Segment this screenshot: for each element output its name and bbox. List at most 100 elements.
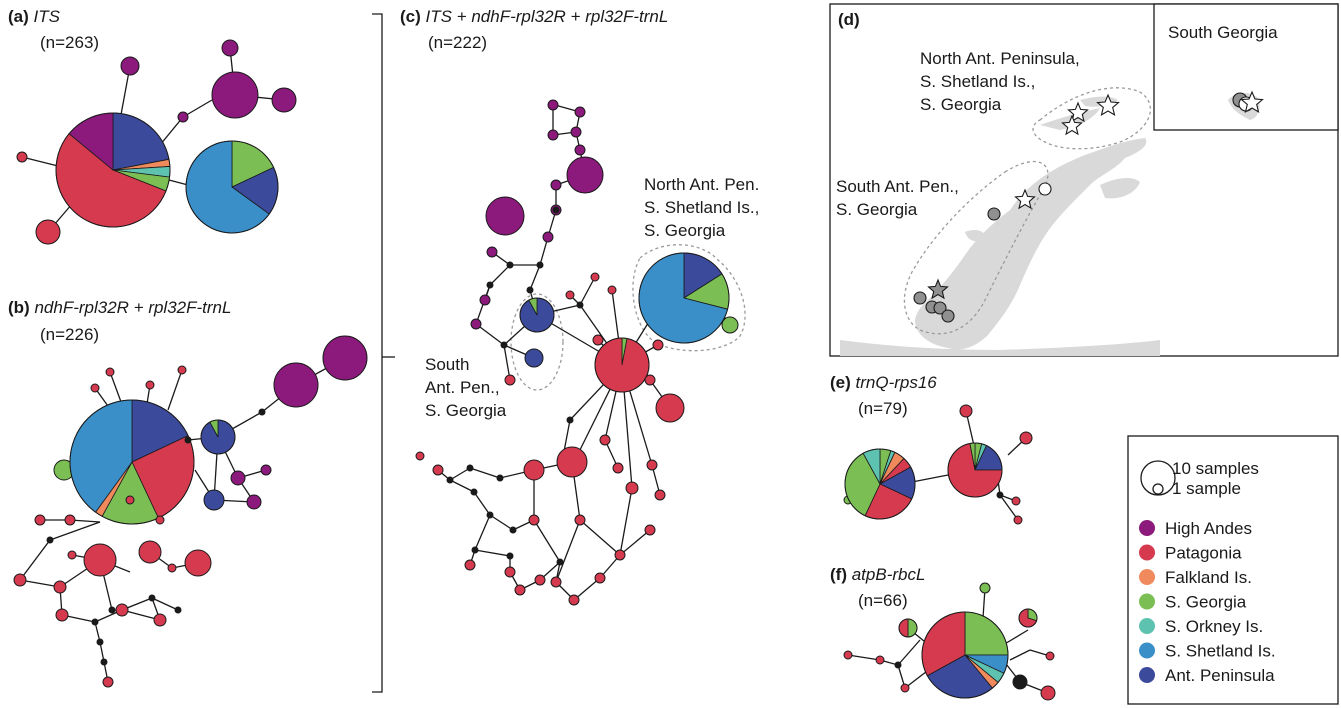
node-c-high-andes-big-2	[485, 196, 525, 236]
panel-c-south-line3: S. Georgia	[425, 401, 507, 420]
legend-swatch-high-andes	[1139, 520, 1155, 536]
haplotype-node	[574, 514, 586, 526]
node-e-main-1	[844, 448, 916, 520]
node-a-high-andes-5	[177, 111, 189, 123]
node-b-peninsula-2	[203, 489, 225, 511]
inset-title: South Georgia	[1168, 23, 1278, 42]
haplotype-node	[90, 383, 100, 393]
node-a-shetland-main	[185, 140, 279, 234]
haplotype-node	[574, 144, 586, 156]
haplotype-node	[566, 416, 574, 424]
map-north-line3: S. Georgia	[920, 95, 1002, 114]
panel-c-north-line3: S. Georgia	[644, 221, 726, 240]
size-key-large-circle	[1140, 460, 1176, 496]
haplotype-node	[479, 294, 491, 306]
haplotype-node	[1011, 496, 1021, 506]
haplotype-node	[486, 281, 494, 289]
haplotype-node	[599, 434, 611, 446]
haplotype-node	[565, 290, 575, 300]
haplotype-node	[184, 436, 192, 444]
panel-c-letter: (c)	[400, 7, 421, 26]
legend-swatch-patagonia	[1139, 544, 1155, 561]
haplotype-node	[138, 540, 162, 564]
map-star-site	[1067, 101, 1089, 123]
haplotype-node	[177, 365, 187, 375]
panel-c-marker: ITS + ndhF-rpl32R + rpl32F-trnL	[426, 7, 669, 26]
map-north-group-outline	[1032, 87, 1151, 150]
node-b-high-andes-4	[260, 464, 272, 476]
haplotype-node	[34, 514, 46, 526]
haplotype-node	[486, 246, 498, 258]
haplotype-node	[102, 676, 114, 688]
haplotype-node	[446, 476, 454, 484]
haplotype-node	[547, 129, 559, 141]
haplotype-node	[1012, 674, 1028, 690]
panel-a-letter: (a)	[8, 7, 29, 26]
haplotype-node	[979, 582, 991, 594]
panel-c-south-group-outline	[510, 293, 564, 391]
haplotype-node	[504, 566, 516, 578]
haplotype-node	[1013, 515, 1023, 525]
panel-c-north-group-outline	[632, 244, 746, 352]
legend-swatch-ant-peninsula	[1139, 667, 1155, 683]
legend-label-s-shetland-is: S. Shetland Is.	[1165, 642, 1276, 661]
haplotype-node	[625, 481, 639, 495]
haplotype-node	[145, 380, 155, 390]
node-a-high-andes-3	[211, 71, 259, 119]
node-c-high-andes-big-1	[566, 156, 604, 194]
node-a-patagonia-2	[35, 219, 61, 245]
network-e-nodes	[843, 404, 1033, 525]
haplotype-node	[496, 474, 504, 482]
node-c-patagonia-big-2	[556, 446, 588, 478]
node-c-shetland-main	[638, 252, 730, 344]
network-c-nodes	[415, 99, 739, 606]
haplotype-node	[100, 658, 108, 666]
haplotype-node	[53, 580, 67, 594]
haplotype-node	[644, 374, 656, 386]
node-c-peninsula-1	[519, 297, 555, 333]
haplotype-node	[470, 318, 482, 330]
panel-a-marker: ITS	[34, 7, 61, 26]
panel-d: (d) North Ant. Peninsula, S. Shetland Is…	[829, 3, 1339, 357]
node-a-high-andes-4	[271, 87, 297, 113]
haplotype-node	[843, 650, 853, 660]
legend-swatch-s-georgia	[1139, 593, 1155, 610]
haplotype-node	[646, 459, 658, 471]
node-f-main	[921, 611, 1009, 699]
map-star-site	[1014, 188, 1036, 210]
panel-b-letter: (b)	[8, 298, 30, 317]
map-circle-site	[933, 301, 947, 315]
haplotype-node	[471, 546, 479, 554]
map-circle-site	[941, 309, 955, 323]
haplotype-node	[556, 558, 564, 566]
haplotype-node	[13, 573, 27, 587]
haplotype-node	[654, 489, 666, 501]
haplotype-node	[500, 341, 508, 349]
panel-e-marker: trnQ-rps16	[856, 373, 938, 392]
haplotype-node	[590, 272, 600, 282]
haplotype-node	[125, 495, 135, 505]
panel-e: (e) trnQ-rps16 (n=79)	[830, 373, 1033, 525]
haplotype-node	[536, 261, 544, 269]
antarctic-peninsula-land	[840, 96, 1160, 356]
haplotype-node	[614, 549, 626, 561]
haplotype-node	[91, 618, 99, 626]
node-b-high-andes-5	[246, 494, 262, 510]
legend-label-falkland-is: Falkland Is.	[1165, 568, 1252, 587]
size-key-small-label: 1 sample	[1172, 479, 1241, 498]
panel-f-letter: (f)	[830, 565, 847, 584]
haplotype-node	[592, 334, 604, 346]
legend-swatch-s-shetland-is	[1139, 642, 1155, 659]
panel-c-north-line1: North Ant. Pen.	[644, 175, 759, 194]
node-a-patagonia-1	[16, 151, 28, 163]
node-f-mixed-2	[1018, 608, 1038, 628]
legend-label-ant-peninsula: Ant. Peninsula	[1165, 666, 1275, 685]
map-sample-sites	[913, 90, 1264, 323]
haplotype-node	[115, 603, 129, 617]
haplotype-node	[1040, 685, 1056, 701]
haplotype-node	[509, 526, 517, 534]
node-a-high-andes-2	[221, 39, 239, 57]
map-north-line1: North Ant. Peninsula,	[920, 49, 1080, 68]
haplotype-node	[542, 231, 554, 243]
